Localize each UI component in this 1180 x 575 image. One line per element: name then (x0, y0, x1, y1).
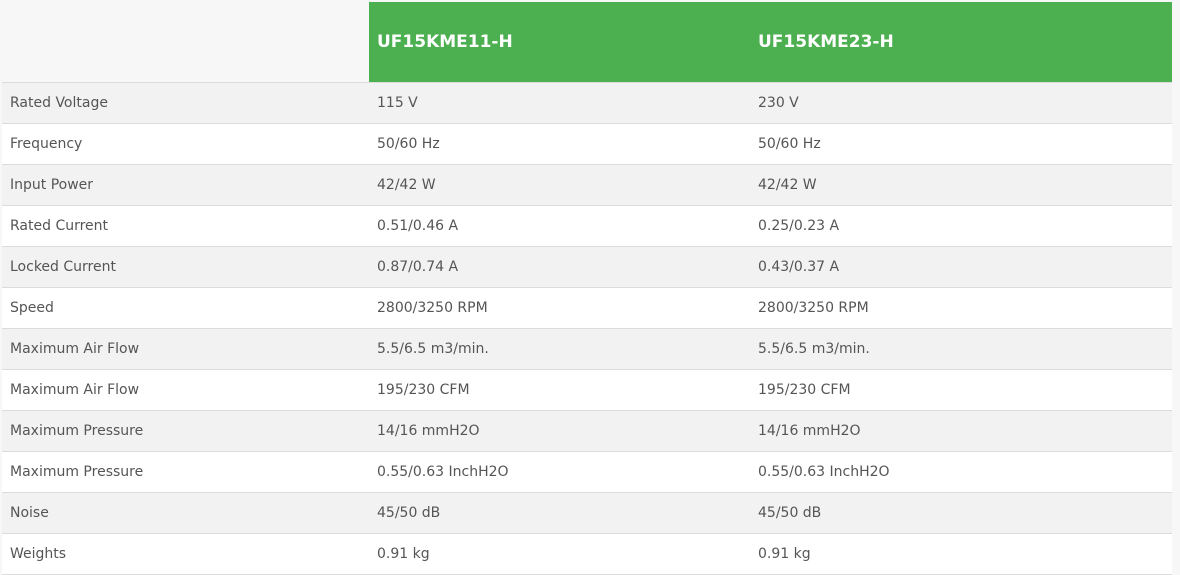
table-row: Weights 0.91 kg 0.91 kg (2, 533, 1172, 575)
model-1-value: 5.5/6.5 m3/min. (369, 328, 750, 370)
model-2-value: 5.5/6.5 m3/min. (750, 328, 1172, 370)
spec-label: Maximum Air Flow (2, 369, 369, 411)
table-row: Maximum Pressure 0.55/0.63 InchH2O 0.55/0.… (2, 451, 1172, 493)
spec-label: Noise (2, 492, 369, 534)
model-1-value: 0.91 kg (369, 533, 750, 575)
model-1-value: 50/60 Hz (369, 123, 750, 165)
model-2-value: 0.91 kg (750, 533, 1172, 575)
spec-label: Speed (2, 287, 369, 329)
model-1-value: 14/16 mmH2O (369, 410, 750, 452)
model-2-value: 14/16 mmH2O (750, 410, 1172, 452)
spec-label: Rated Voltage (2, 82, 369, 124)
model-2-value: 0.55/0.63 InchH2O (750, 451, 1172, 493)
table-row: Locked Current 0.87/0.74 A 0.43/0.37 A (2, 246, 1172, 288)
model-1-value: 0.87/0.74 A (369, 246, 750, 288)
model-2-value: 0.43/0.37 A (750, 246, 1172, 288)
header-blank-cell (2, 2, 369, 83)
table-row: Maximum Air Flow 195/230 CFM 195/230 CFM (2, 369, 1172, 411)
model-1-value: 195/230 CFM (369, 369, 750, 411)
spec-label: Frequency (2, 123, 369, 165)
table-row: Rated Voltage 115 V 230 V (2, 82, 1172, 124)
spec-rows: Rated Voltage 115 V 230 V Frequency 50/60 Hz… (2, 82, 1172, 575)
model-1-value: 45/50 dB (369, 492, 750, 534)
spec-label: Weights (2, 533, 369, 575)
model-1-value: 115 V (369, 82, 750, 124)
model-1-value: 2800/3250 RPM (369, 287, 750, 329)
table-row: Frequency 50/60 Hz 50/60 Hz (2, 123, 1172, 165)
model-header-1: UF15KME11-H (369, 2, 750, 83)
model-2-value: 45/50 dB (750, 492, 1172, 534)
spec-label: Maximum Pressure (2, 451, 369, 493)
model-2-value: 50/60 Hz (750, 123, 1172, 165)
model-header-2: UF15KME23-H (750, 2, 1172, 83)
table-row: Input Power 42/42 W 42/42 W (2, 164, 1172, 206)
model-2-value: 2800/3250 RPM (750, 287, 1172, 329)
model-2-value: 195/230 CFM (750, 369, 1172, 411)
model-1-value: 42/42 W (369, 164, 750, 206)
model-1-value: 0.55/0.63 InchH2O (369, 451, 750, 493)
spec-label: Rated Current (2, 205, 369, 247)
header-row: UF15KME11-H UF15KME23-H (2, 2, 1172, 83)
model-2-value: 230 V (750, 82, 1172, 124)
model-1-value: 0.51/0.46 A (369, 205, 750, 247)
spec-label: Locked Current (2, 246, 369, 288)
model-2-value: 0.25/0.23 A (750, 205, 1172, 247)
table-row: Noise 45/50 dB 45/50 dB (2, 492, 1172, 534)
table-row: Speed 2800/3250 RPM 2800/3250 RPM (2, 287, 1172, 329)
spec-label: Maximum Pressure (2, 410, 369, 452)
model-2-value: 42/42 W (750, 164, 1172, 206)
table-row: Rated Current 0.51/0.46 A 0.25/0.23 A (2, 205, 1172, 247)
table-row: Maximum Pressure 14/16 mmH2O 14/16 mmH2O (2, 410, 1172, 452)
spec-label: Maximum Air Flow (2, 328, 369, 370)
spec-label: Input Power (2, 164, 369, 206)
table-row: Maximum Air Flow 5.5/6.5 m3/min. 5.5/6.5 m… (2, 328, 1172, 370)
